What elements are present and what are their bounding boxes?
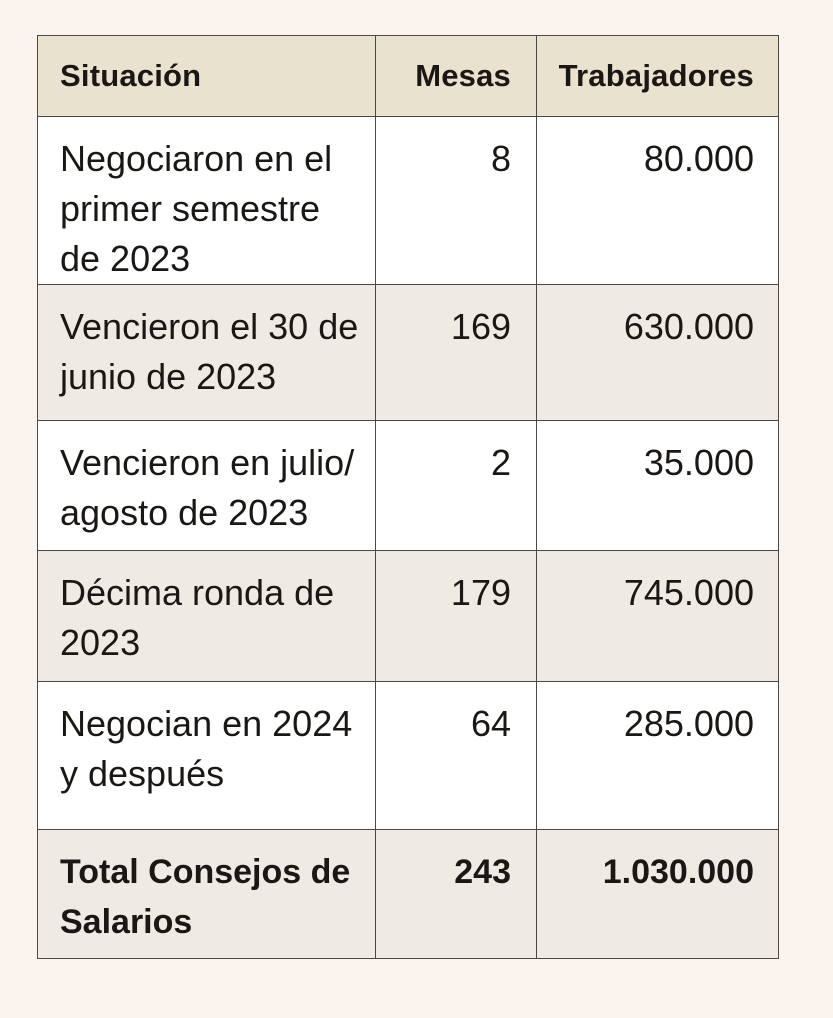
total-situacion: Total Consejos de Salarios	[37, 829, 376, 959]
cell-situacion: Vencieron en julio/ agosto de 2023	[37, 420, 376, 551]
cell-mesas: 169	[375, 284, 537, 421]
table-row: Vencieron el 30 de junio de 2023 169 630…	[37, 284, 779, 421]
table-row: Décima ronda de 2023 179 745.000	[37, 550, 779, 682]
cell-mesas: 8	[375, 116, 537, 285]
cell-trabajadores: 630.000	[536, 284, 779, 421]
cell-mesas: 2	[375, 420, 537, 551]
table-row: Negocian en 2024 y después 64 285.000	[37, 681, 779, 830]
cell-situacion: Décima ronda de 2023	[37, 550, 376, 682]
cell-trabajadores: 80.000	[536, 116, 779, 285]
cell-mesas: 64	[375, 681, 537, 830]
header-mesas: Mesas	[375, 35, 537, 117]
header-trabajadores: Trabajadores	[536, 35, 779, 117]
cell-trabajadores: 745.000	[536, 550, 779, 682]
table-total-row: Total Consejos de Salarios 243 1.030.000	[37, 829, 779, 959]
cell-trabajadores: 35.000	[536, 420, 779, 551]
table-row: Negociaron en el primer semestre de 2023…	[37, 116, 779, 285]
header-situacion: Situación	[37, 35, 376, 117]
total-mesas: 243	[375, 829, 537, 959]
cell-trabajadores: 285.000	[536, 681, 779, 830]
consejos-salarios-table: Situación Mesas Trabajadores Negociaron …	[37, 35, 779, 959]
total-trabajadores: 1.030.000	[536, 829, 779, 959]
cell-situacion: Vencieron el 30 de junio de 2023	[37, 284, 376, 421]
table-header-row: Situación Mesas Trabajadores	[37, 35, 779, 117]
cell-situacion: Negocian en 2024 y después	[37, 681, 376, 830]
table-row: Vencieron en julio/ agosto de 2023 2 35.…	[37, 420, 779, 551]
cell-situacion: Negociaron en el primer semestre de 2023	[37, 116, 376, 285]
cell-mesas: 179	[375, 550, 537, 682]
